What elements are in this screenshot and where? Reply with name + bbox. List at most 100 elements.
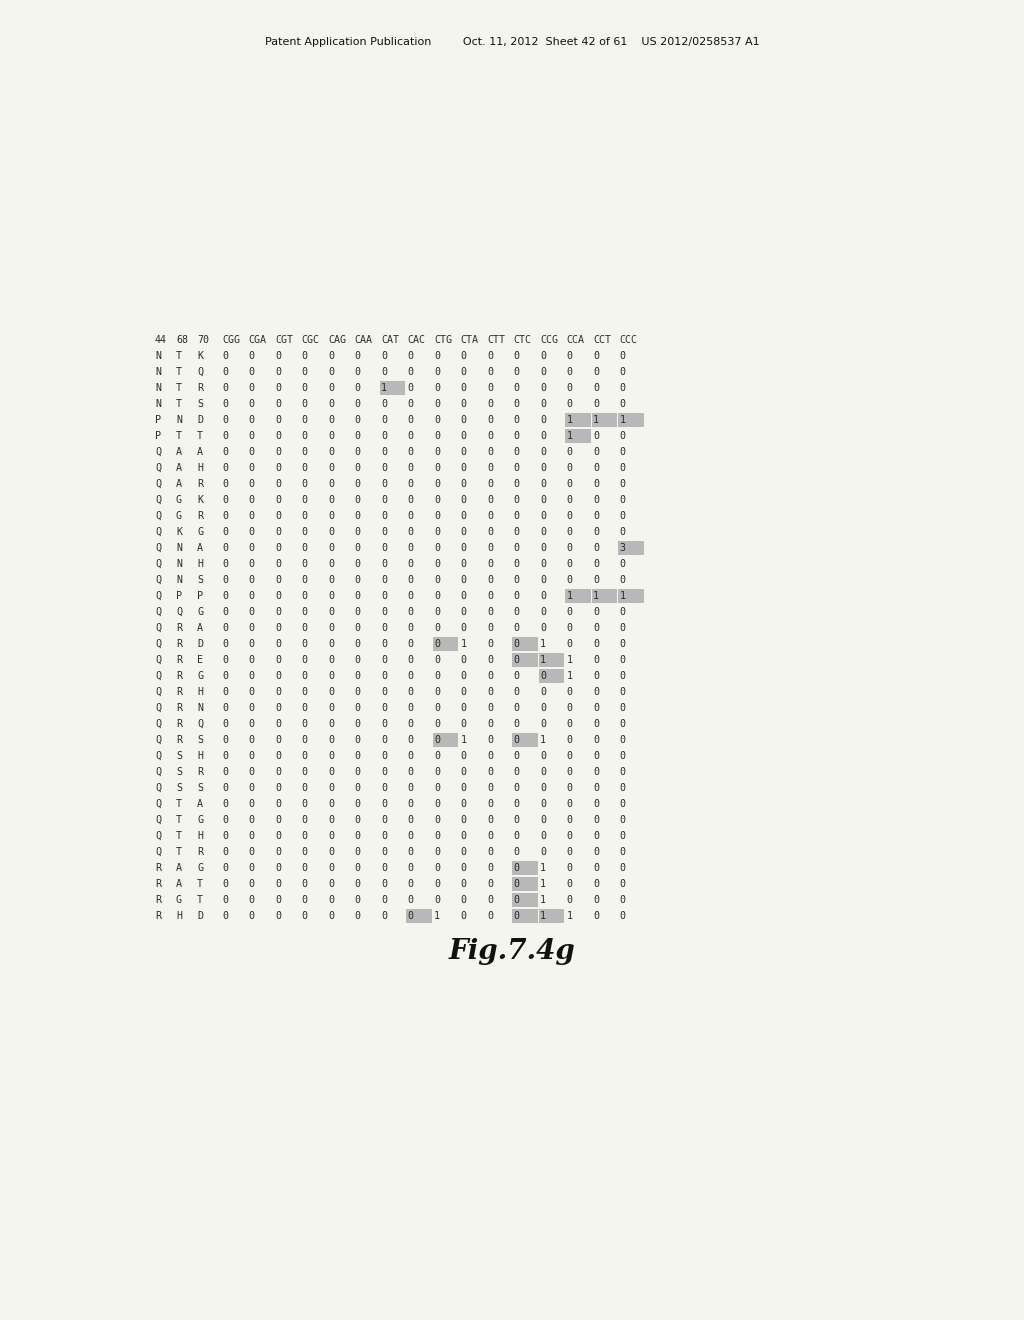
Text: 0: 0 [513, 847, 519, 857]
Text: 0: 0 [620, 735, 626, 744]
Text: 0: 0 [408, 607, 414, 616]
Text: 0: 0 [249, 783, 255, 793]
Text: T: T [197, 895, 203, 906]
Text: Patent Application Publication         Oct. 11, 2012  Sheet 42 of 61    US 2012/: Patent Application Publication Oct. 11, … [264, 37, 760, 48]
Text: 0: 0 [301, 558, 307, 569]
Text: 0: 0 [461, 671, 467, 681]
Text: 0: 0 [381, 799, 387, 809]
Text: 0: 0 [513, 879, 519, 888]
Text: N: N [197, 704, 203, 713]
Text: R: R [197, 511, 203, 521]
Text: 0: 0 [354, 847, 360, 857]
Text: 0: 0 [354, 558, 360, 569]
Text: 0: 0 [328, 655, 334, 665]
Text: Q: Q [155, 543, 161, 553]
Bar [380, 381, 406, 395]
Text: H: H [197, 751, 203, 762]
Text: 0: 0 [593, 432, 599, 441]
Text: 0: 0 [620, 351, 626, 360]
Text: 0: 0 [222, 511, 228, 521]
Text: N: N [155, 351, 161, 360]
Text: 1: 1 [566, 591, 572, 601]
Text: T: T [176, 351, 182, 360]
Text: 0: 0 [249, 399, 255, 409]
Text: 0: 0 [620, 399, 626, 409]
Text: 0: 0 [328, 735, 334, 744]
Text: 1: 1 [620, 414, 626, 425]
Text: H: H [176, 911, 182, 921]
Text: 0: 0 [328, 863, 334, 873]
Text: N: N [176, 414, 182, 425]
Text: 0: 0 [354, 639, 360, 649]
Text: 0: 0 [461, 879, 467, 888]
Text: 0: 0 [222, 814, 228, 825]
Text: 0: 0 [620, 447, 626, 457]
Text: 0: 0 [249, 367, 255, 378]
Text: 0: 0 [593, 511, 599, 521]
Text: 0: 0 [566, 576, 572, 585]
Text: 0: 0 [408, 447, 414, 457]
Text: 0: 0 [620, 719, 626, 729]
Text: 0: 0 [354, 576, 360, 585]
Text: 0: 0 [249, 479, 255, 488]
Text: 0: 0 [354, 623, 360, 634]
Text: 0: 0 [434, 495, 440, 506]
Text: 0: 0 [540, 847, 546, 857]
Text: 0: 0 [434, 511, 440, 521]
Text: 0: 0 [381, 576, 387, 585]
Text: 0: 0 [513, 414, 519, 425]
Text: R: R [176, 623, 182, 634]
Text: 0: 0 [222, 447, 228, 457]
Text: 0: 0 [301, 414, 307, 425]
Text: 0: 0 [434, 558, 440, 569]
Text: 0: 0 [408, 479, 414, 488]
Text: 0: 0 [513, 558, 519, 569]
Text: 0: 0 [513, 767, 519, 777]
Text: 0: 0 [275, 383, 281, 393]
Text: 0: 0 [461, 623, 467, 634]
Text: 0: 0 [461, 751, 467, 762]
Text: 0: 0 [249, 351, 255, 360]
Text: 0: 0 [408, 671, 414, 681]
Text: 0: 0 [275, 511, 281, 521]
Text: 68: 68 [176, 335, 188, 345]
Text: 0: 0 [275, 751, 281, 762]
Text: 0: 0 [540, 591, 546, 601]
Text: CGT: CGT [275, 335, 293, 345]
Text: Q: Q [155, 719, 161, 729]
Text: 0: 0 [328, 591, 334, 601]
Text: 0: 0 [461, 767, 467, 777]
Text: 0: 0 [487, 799, 493, 809]
Text: 0: 0 [434, 414, 440, 425]
Text: N: N [176, 543, 182, 553]
Text: 0: 0 [381, 399, 387, 409]
Text: T: T [176, 799, 182, 809]
Text: 0: 0 [249, 895, 255, 906]
Text: 0: 0 [301, 767, 307, 777]
Text: 0: 0 [381, 655, 387, 665]
Text: 0: 0 [249, 447, 255, 457]
Text: CTA: CTA [461, 335, 478, 345]
Text: 0: 0 [408, 719, 414, 729]
Text: 0: 0 [540, 832, 546, 841]
Text: 1: 1 [566, 671, 572, 681]
Text: 1: 1 [540, 863, 546, 873]
Text: A: A [197, 623, 203, 634]
Text: 1: 1 [566, 414, 572, 425]
Text: 0: 0 [301, 543, 307, 553]
Text: 0: 0 [381, 414, 387, 425]
Text: H: H [197, 558, 203, 569]
Text: N: N [155, 383, 161, 393]
Text: 0: 0 [461, 495, 467, 506]
Text: 0: 0 [513, 479, 519, 488]
Text: 0: 0 [566, 607, 572, 616]
Text: 0: 0 [222, 686, 228, 697]
Text: 0: 0 [354, 432, 360, 441]
Bar [565, 429, 591, 444]
Text: 0: 0 [513, 686, 519, 697]
Text: CGC: CGC [301, 335, 319, 345]
Text: 0: 0 [222, 576, 228, 585]
Text: 0: 0 [328, 751, 334, 762]
Text: 0: 0 [487, 414, 493, 425]
Text: 0: 0 [540, 432, 546, 441]
